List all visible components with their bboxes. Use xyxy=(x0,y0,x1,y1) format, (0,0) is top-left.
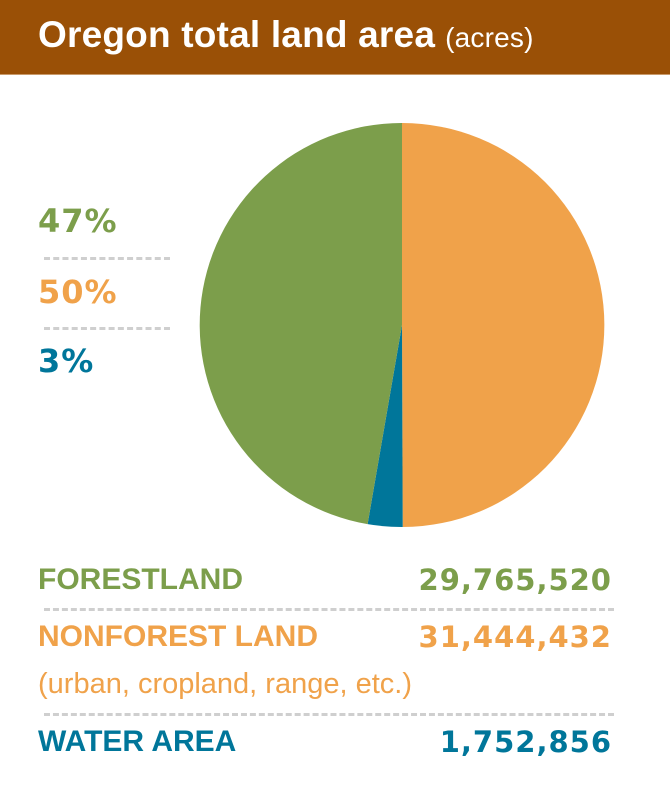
water-label: WATER AREA xyxy=(38,725,237,758)
divider xyxy=(44,713,614,716)
forestland-value: 29,765,520 xyxy=(418,563,612,597)
pie-slice-water xyxy=(367,325,403,528)
chart-title: Oregon total land area (acres) xyxy=(38,14,534,56)
nonforest-percent-label: 50% xyxy=(38,273,118,311)
nonforest-label: NONFOREST LAND xyxy=(38,620,318,653)
water-value: 1,752,856 xyxy=(439,725,612,759)
pie-slice-nonforest xyxy=(402,122,605,527)
nonforest-value: 31,444,432 xyxy=(418,620,612,654)
divider xyxy=(44,257,170,260)
title-text: Oregon total land area xyxy=(38,14,436,55)
pie-slice-forest xyxy=(199,122,402,525)
title-banner: Oregon total land area (acres) xyxy=(0,0,670,75)
pie-chart xyxy=(199,122,605,528)
title-unit: (acres) xyxy=(445,22,534,53)
forestland-label: FORESTLAND xyxy=(38,563,243,596)
divider xyxy=(44,327,170,330)
forest-percent-label: 47% xyxy=(38,202,118,240)
divider xyxy=(44,608,614,611)
nonforest-sublabel: (urban, cropland, range, etc.) xyxy=(38,668,412,700)
water-percent-label: 3% xyxy=(38,342,95,380)
